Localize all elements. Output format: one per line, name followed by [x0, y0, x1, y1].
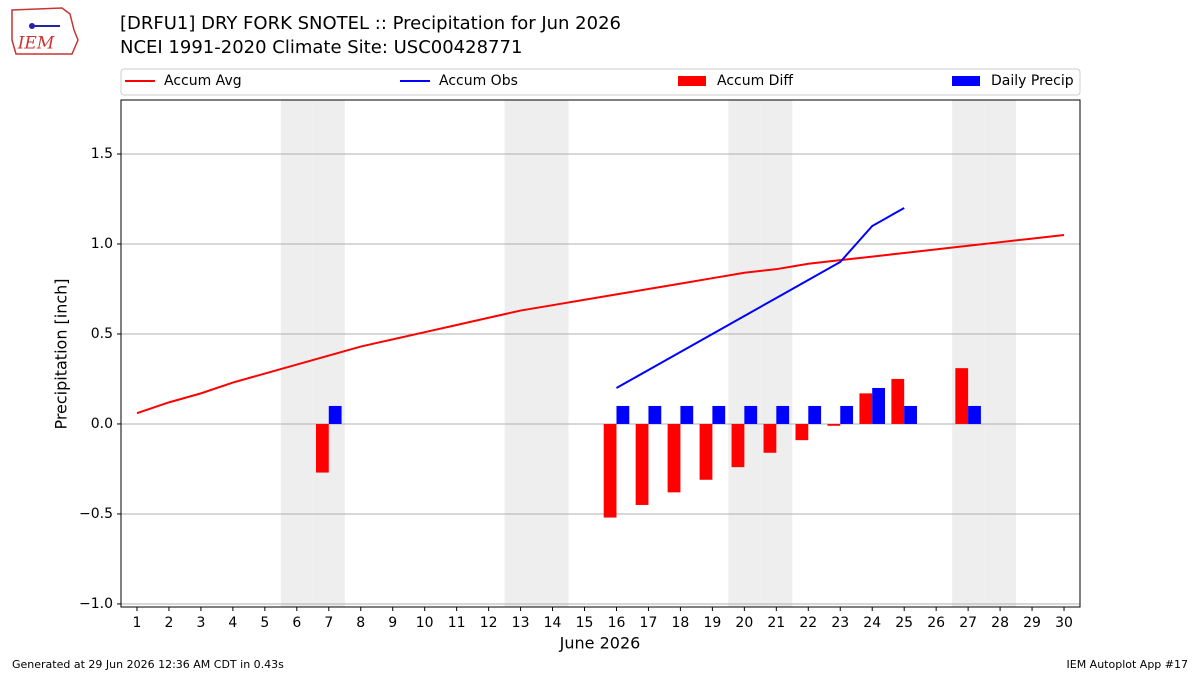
shaded-day	[312, 100, 345, 607]
shaded-day	[504, 100, 537, 607]
bar	[776, 405, 790, 424]
x-tick-label: 21	[767, 615, 785, 631]
plot-frame	[120, 99, 1081, 608]
bar	[712, 405, 726, 424]
bar	[763, 423, 777, 453]
legend-label: Accum Obs	[439, 73, 518, 89]
x-tick-label: 25	[895, 615, 913, 631]
legend-box	[120, 68, 1081, 96]
bar	[315, 423, 329, 473]
x-tick-label: 11	[448, 615, 466, 631]
x-tick-label: 5	[260, 615, 269, 631]
y-tick-label: −1.0	[79, 596, 113, 612]
bar	[872, 387, 886, 424]
shaded-day	[536, 100, 569, 607]
bar	[904, 405, 917, 424]
y-tick-label: 1.0	[91, 236, 113, 252]
shaded-day	[952, 100, 985, 607]
x-tick-label: 7	[324, 615, 333, 631]
x-tick-label: 19	[703, 615, 721, 631]
x-tick-label: 4	[228, 615, 237, 631]
bar	[827, 423, 841, 426]
bar	[731, 423, 745, 468]
x-tick-label: 30	[1055, 615, 1073, 631]
x-tick-label: 6	[292, 615, 301, 631]
footer-left: Generated at 29 Jun 2026 12:36 AM CDT in…	[12, 658, 284, 671]
y-axis-label: Precipitation [inch]	[52, 278, 71, 429]
bar	[795, 423, 809, 441]
bar	[744, 405, 758, 424]
bar	[667, 423, 681, 493]
series-line	[136, 233, 1065, 415]
y-tick-label: 1.5	[91, 146, 113, 162]
x-tick-label: 22	[799, 615, 817, 631]
x-tick-label: 1	[133, 615, 142, 631]
x-tick-label: 23	[831, 615, 849, 631]
x-tick-label: 13	[512, 615, 530, 631]
series-line	[615, 207, 905, 389]
legend-label: Daily Precip	[991, 73, 1074, 89]
shaded-day	[728, 100, 761, 607]
bar	[968, 405, 981, 424]
y-tick-label: 0.0	[91, 416, 113, 432]
x-axis-label: June 2026	[559, 634, 641, 653]
bar	[859, 393, 873, 424]
bar	[648, 405, 662, 424]
x-tick-label: 9	[388, 615, 397, 631]
x-tick-label: 8	[356, 615, 365, 631]
x-tick-label: 10	[416, 615, 434, 631]
x-tick-label: 14	[544, 615, 562, 631]
legend-swatch	[952, 76, 980, 86]
x-tick-label: 28	[991, 615, 1009, 631]
x-tick-label: 27	[959, 615, 977, 631]
bar	[680, 405, 694, 424]
y-tick-label: 0.5	[91, 326, 113, 342]
footer-right: IEM Autoplot App #17	[1067, 658, 1189, 671]
x-tick-label: 12	[480, 615, 498, 631]
bar	[808, 405, 822, 424]
x-tick-label: 18	[672, 615, 690, 631]
bar	[699, 423, 713, 480]
bar	[603, 423, 617, 518]
bar	[328, 405, 342, 424]
bar	[891, 378, 905, 424]
x-tick-label: 15	[576, 615, 594, 631]
chart-subtitle: NCEI 1991-2020 Climate Site: USC00428771	[120, 37, 522, 58]
bar	[616, 405, 630, 424]
shaded-day	[280, 100, 313, 607]
shaded-day	[760, 100, 793, 607]
y-tick-label: −0.5	[79, 506, 113, 522]
x-tick-label: 24	[863, 615, 881, 631]
x-tick-label: 29	[1023, 615, 1041, 631]
x-tick-label: 3	[196, 615, 205, 631]
x-tick-label: 26	[927, 615, 945, 631]
legend-label: Accum Avg	[164, 73, 242, 89]
x-tick-label: 16	[608, 615, 626, 631]
logo-text: IEM	[17, 34, 55, 54]
logo: IEM	[11, 7, 79, 55]
legend-label: Accum Diff	[717, 73, 793, 89]
bar	[840, 405, 854, 424]
x-tick-label: 20	[735, 615, 753, 631]
chart-title: [DRFU1] DRY FORK SNOTEL :: Precipitation…	[120, 13, 621, 34]
shaded-day	[984, 100, 1017, 607]
bar	[635, 423, 649, 505]
legend-swatch	[678, 76, 706, 86]
x-tick-label: 2	[164, 615, 173, 631]
bar	[955, 368, 969, 424]
x-tick-label: 17	[640, 615, 658, 631]
